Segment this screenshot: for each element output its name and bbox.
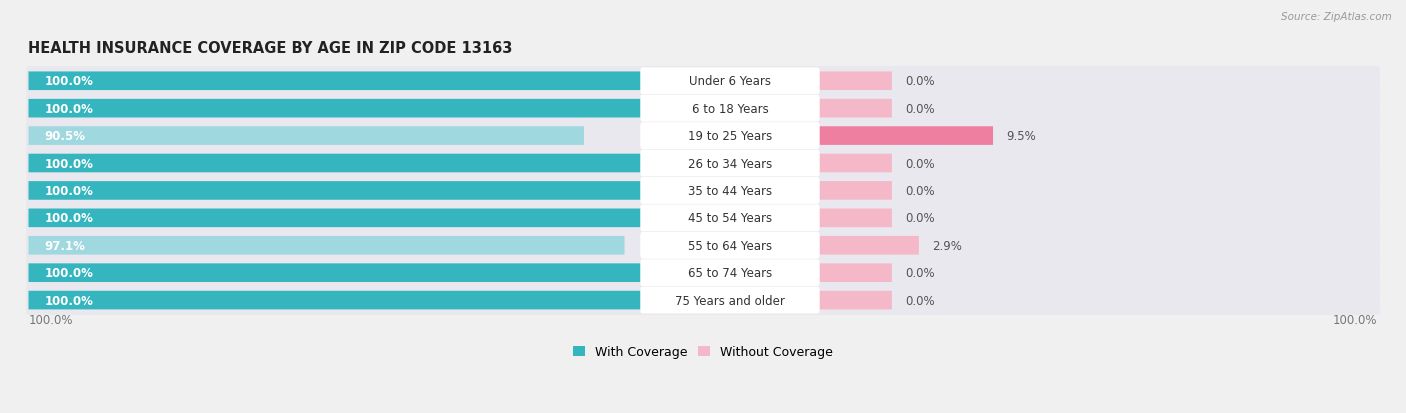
Text: 0.0%: 0.0% <box>905 266 935 280</box>
FancyBboxPatch shape <box>27 258 1379 288</box>
Text: 26 to 34 Years: 26 to 34 Years <box>688 157 772 170</box>
Text: 0.0%: 0.0% <box>905 102 935 115</box>
Text: Under 6 Years: Under 6 Years <box>689 75 770 88</box>
FancyBboxPatch shape <box>28 291 643 310</box>
Text: 45 to 54 Years: 45 to 54 Years <box>688 212 772 225</box>
FancyBboxPatch shape <box>640 232 820 259</box>
FancyBboxPatch shape <box>818 236 920 255</box>
Text: 65 to 74 Years: 65 to 74 Years <box>688 266 772 280</box>
Text: 100.0%: 100.0% <box>45 212 94 225</box>
FancyBboxPatch shape <box>818 209 891 228</box>
FancyBboxPatch shape <box>28 72 643 91</box>
FancyBboxPatch shape <box>818 291 891 310</box>
FancyBboxPatch shape <box>640 150 820 177</box>
FancyBboxPatch shape <box>640 260 820 287</box>
FancyBboxPatch shape <box>28 264 643 282</box>
FancyBboxPatch shape <box>27 94 1379 123</box>
FancyBboxPatch shape <box>818 72 891 91</box>
FancyBboxPatch shape <box>28 154 643 173</box>
Text: 0.0%: 0.0% <box>905 75 935 88</box>
Text: 0.0%: 0.0% <box>905 294 935 307</box>
Text: 90.5%: 90.5% <box>45 130 86 143</box>
FancyBboxPatch shape <box>818 127 993 145</box>
Text: 0.0%: 0.0% <box>905 212 935 225</box>
Text: 19 to 25 Years: 19 to 25 Years <box>688 130 772 143</box>
Legend: With Coverage, Without Coverage: With Coverage, Without Coverage <box>568 340 838 363</box>
FancyBboxPatch shape <box>640 178 820 204</box>
Text: 0.0%: 0.0% <box>905 157 935 170</box>
FancyBboxPatch shape <box>640 68 820 95</box>
FancyBboxPatch shape <box>28 127 583 145</box>
Text: 97.1%: 97.1% <box>45 239 86 252</box>
FancyBboxPatch shape <box>27 176 1379 206</box>
Text: 35 to 44 Years: 35 to 44 Years <box>688 185 772 197</box>
FancyBboxPatch shape <box>640 287 820 314</box>
Text: 100.0%: 100.0% <box>1333 313 1378 327</box>
FancyBboxPatch shape <box>28 182 643 200</box>
Text: 2.9%: 2.9% <box>932 239 962 252</box>
Text: 100.0%: 100.0% <box>45 185 94 197</box>
FancyBboxPatch shape <box>27 231 1379 261</box>
FancyBboxPatch shape <box>28 236 624 255</box>
FancyBboxPatch shape <box>27 121 1379 151</box>
Text: Source: ZipAtlas.com: Source: ZipAtlas.com <box>1281 12 1392 22</box>
Text: HEALTH INSURANCE COVERAGE BY AGE IN ZIP CODE 13163: HEALTH INSURANCE COVERAGE BY AGE IN ZIP … <box>28 40 513 56</box>
Text: 75 Years and older: 75 Years and older <box>675 294 785 307</box>
Text: 0.0%: 0.0% <box>905 185 935 197</box>
FancyBboxPatch shape <box>818 100 891 118</box>
Text: 100.0%: 100.0% <box>45 157 94 170</box>
FancyBboxPatch shape <box>640 123 820 150</box>
FancyBboxPatch shape <box>27 67 1379 96</box>
Text: 9.5%: 9.5% <box>1007 130 1036 143</box>
FancyBboxPatch shape <box>818 154 891 173</box>
Text: 100.0%: 100.0% <box>45 266 94 280</box>
FancyBboxPatch shape <box>818 182 891 200</box>
Text: 100.0%: 100.0% <box>45 294 94 307</box>
FancyBboxPatch shape <box>640 205 820 232</box>
FancyBboxPatch shape <box>27 149 1379 178</box>
Text: 6 to 18 Years: 6 to 18 Years <box>692 102 768 115</box>
Text: 100.0%: 100.0% <box>45 102 94 115</box>
FancyBboxPatch shape <box>27 204 1379 233</box>
FancyBboxPatch shape <box>640 95 820 122</box>
FancyBboxPatch shape <box>28 209 643 228</box>
FancyBboxPatch shape <box>818 264 891 282</box>
Text: 100.0%: 100.0% <box>28 313 73 327</box>
Text: 55 to 64 Years: 55 to 64 Years <box>688 239 772 252</box>
Text: 100.0%: 100.0% <box>45 75 94 88</box>
FancyBboxPatch shape <box>28 100 643 118</box>
FancyBboxPatch shape <box>27 286 1379 315</box>
